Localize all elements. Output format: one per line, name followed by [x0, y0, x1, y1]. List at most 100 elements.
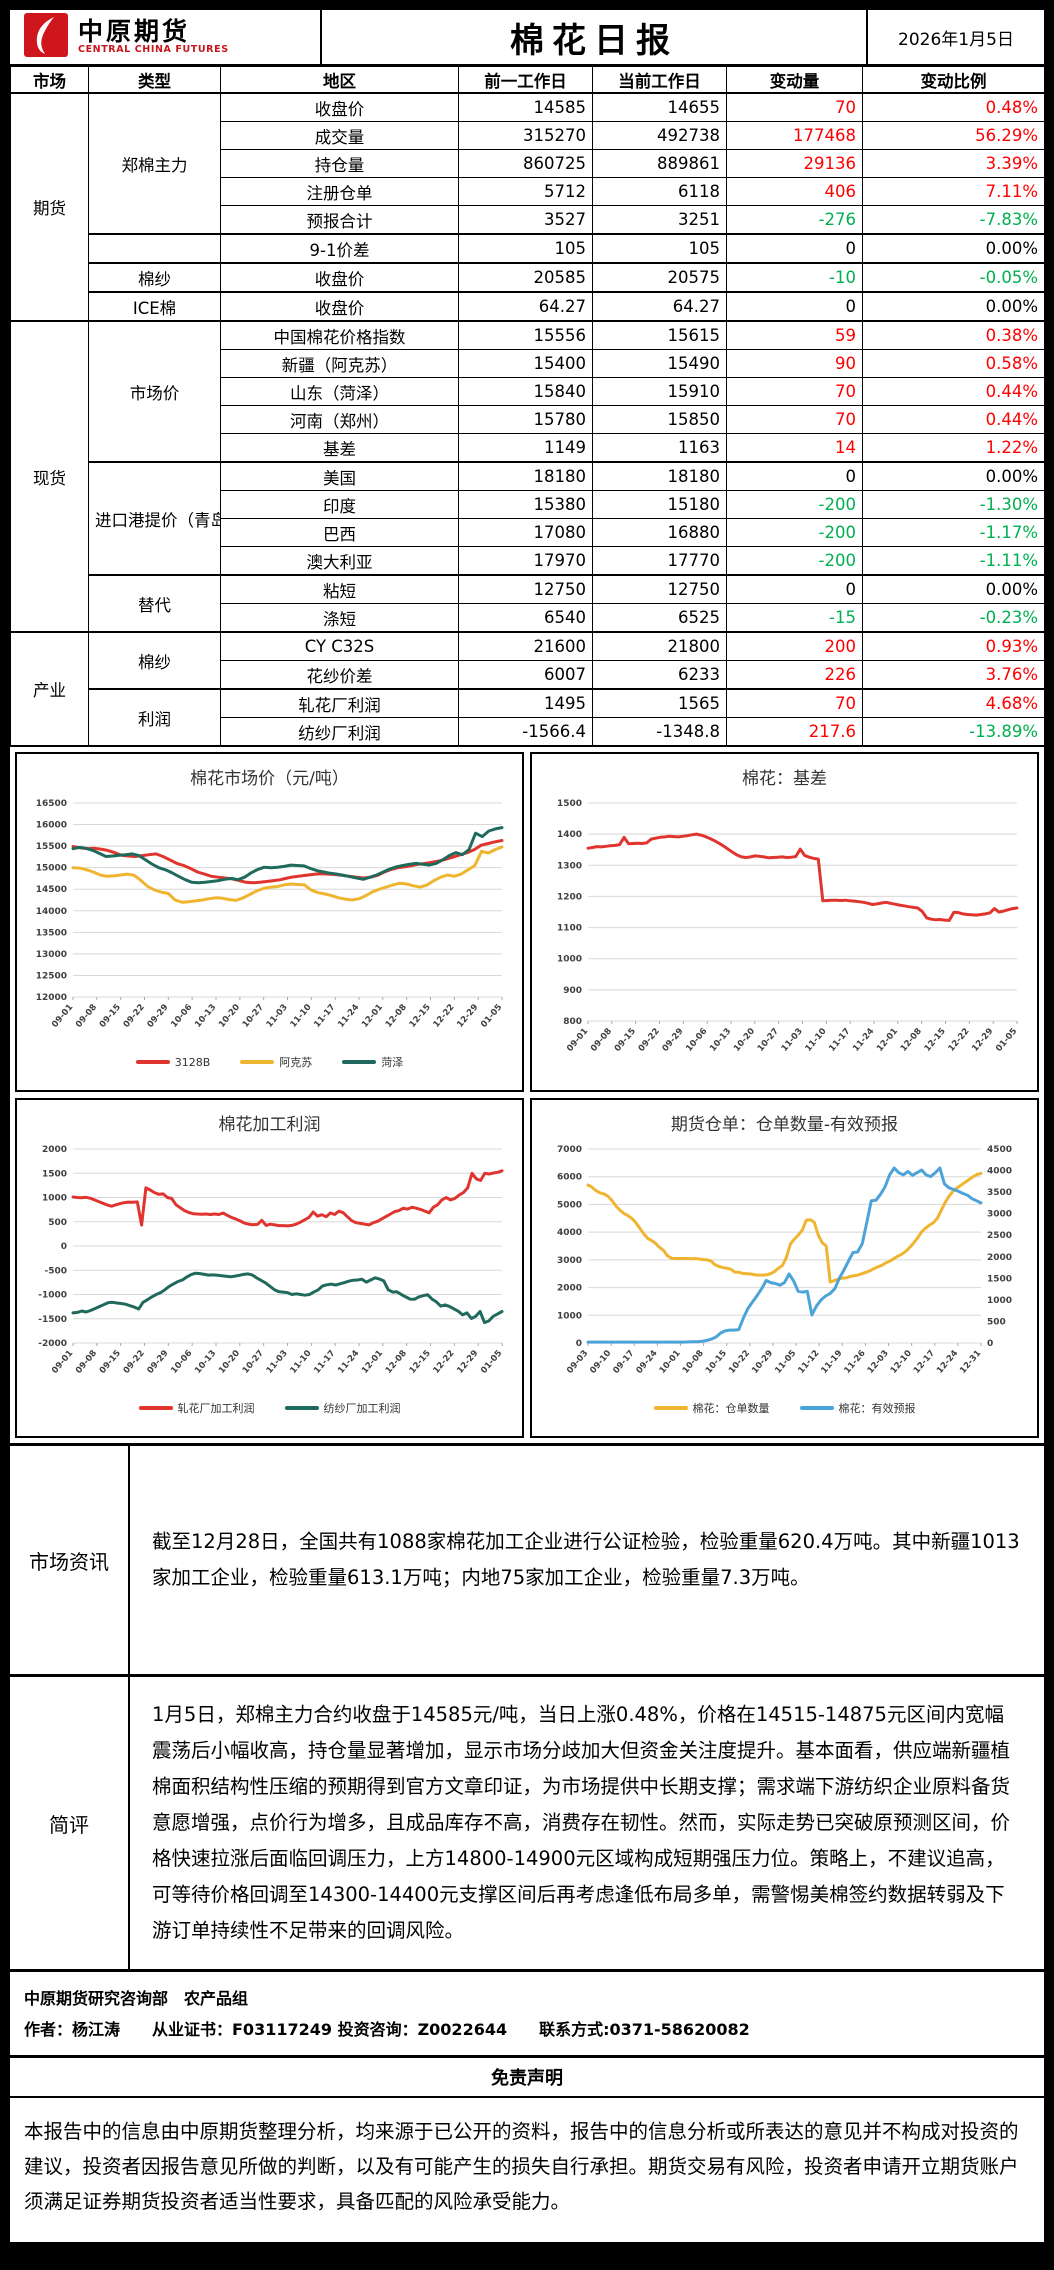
svg-text:10-27: 10-27	[756, 1026, 781, 1053]
change-value: 200	[726, 631, 863, 661]
page-title: 棉花日报	[510, 20, 678, 61]
change-pct-value: -7.83%	[862, 205, 1045, 235]
svg-text:4500: 4500	[987, 1145, 1012, 1155]
svg-text:12-08: 12-08	[899, 1026, 924, 1053]
change-pct-value: 0.38%	[862, 320, 1045, 350]
table-row: 新疆（阿克苏） 15400 15490 90 0.58%	[11, 349, 1045, 378]
region-cell: 粘短	[220, 574, 459, 604]
prev-day-value: 1495	[458, 688, 593, 718]
svg-text:11-10: 11-10	[803, 1026, 828, 1053]
svg-text:10-20: 10-20	[217, 1002, 242, 1029]
table-row: 澳大利亚 17970 17770 -200 -1.11%	[11, 546, 1045, 576]
footer-author-line: 作者：杨江涛 从业证书：F03117249 投资咨询：Z0022644 联系方式…	[24, 2019, 750, 2039]
change-value: 177468	[726, 121, 863, 150]
svg-text:12-10: 12-10	[889, 1348, 914, 1375]
type-group-cell: 替代	[88, 574, 221, 633]
curr-day-value: 15850	[592, 405, 727, 434]
svg-text:15500: 15500	[36, 842, 67, 852]
svg-text:09-01: 09-01	[565, 1026, 590, 1053]
svg-text:500: 500	[48, 1218, 67, 1228]
svg-text:1300: 1300	[557, 861, 582, 871]
change-value: 0	[726, 291, 863, 322]
change-value: 406	[726, 177, 863, 206]
curr-day-value: 492738	[592, 121, 727, 150]
curr-day-value: 15615	[592, 320, 727, 350]
svg-text:4000: 4000	[557, 1228, 582, 1238]
svg-text:12-08: 12-08	[384, 1002, 409, 1029]
chart-svg: 800 900 1000 1100 1200 1300 1400 1500 09-0109-08…	[557, 799, 1019, 1054]
footer-dept-line: 中原期货研究咨询部 农产品组	[24, 1989, 249, 2009]
change-pct-value: 0.58%	[862, 349, 1045, 378]
chart-market-price-plot: 12000 12500 13000 13500 14000 14500 15000 15500…	[21, 791, 518, 1088]
legend-item: 棉花：有效预报	[799, 1400, 916, 1416]
curr-day-value: 17770	[592, 546, 727, 576]
svg-text:09-22: 09-22	[637, 1026, 662, 1053]
curr-day-value: -1348.8	[592, 717, 727, 746]
change-value: -200	[726, 490, 863, 519]
company-name-cn: 中原期货	[78, 16, 191, 46]
svg-text:10-06: 10-06	[169, 1348, 194, 1375]
svg-text:1500: 1500	[42, 1169, 67, 1179]
svg-text:11-24: 11-24	[336, 1002, 361, 1029]
svg-text:11-24: 11-24	[336, 1348, 361, 1375]
change-pct-value: 1.22%	[862, 433, 1045, 463]
svg-text:01-05: 01-05	[994, 1026, 1019, 1053]
svg-text:1400: 1400	[557, 830, 582, 840]
change-value: -200	[726, 518, 863, 547]
change-pct-value: 0.00%	[862, 233, 1045, 264]
legend-label: 纺纱厂加工利润	[323, 1402, 401, 1415]
prev-day-value: 15780	[458, 405, 593, 434]
svg-text:16000: 16000	[36, 821, 67, 831]
chart-warehouse-receipts-plot: 0 1000 2000 3000 4000 5000 6000 7000 0 500 1000 150…	[536, 1137, 1033, 1434]
col-header-change-pct: 变动比例	[862, 66, 1045, 94]
change-value: 14	[726, 433, 863, 463]
svg-text:09-01: 09-01	[50, 1002, 75, 1029]
change-pct-value: 0.44%	[862, 377, 1045, 406]
svg-text:12-22: 12-22	[431, 1002, 456, 1029]
svg-text:09-08: 09-08	[74, 1348, 99, 1375]
curr-day-value: 15910	[592, 377, 727, 406]
report-date: 2026年1月5日	[866, 10, 1044, 64]
svg-text:09-03: 09-03	[565, 1348, 590, 1375]
legend-swatch	[240, 1060, 275, 1064]
table-row: 现货 市场价 中国棉花价格指数 15556 15615 59 0.38%	[10, 320, 1045, 633]
table-row: 印度 15380 15180 -200 -1.30%	[11, 490, 1045, 519]
svg-text:6000: 6000	[557, 1173, 582, 1183]
col-header-prev-day: 前一工作日	[458, 66, 593, 94]
svg-text:-2000: -2000	[38, 1339, 67, 1349]
change-pct-value: 0.00%	[862, 461, 1045, 491]
prev-day-value: 17970	[458, 546, 593, 576]
table-row: 利润 轧花厂利润 1495 1565 70 4.68%	[11, 688, 1045, 746]
region-cell: 山东（菏泽）	[220, 377, 459, 406]
svg-text:0: 0	[987, 1339, 993, 1349]
curr-day-value: 15490	[592, 349, 727, 378]
report-page: 中原期货 CENTRAL CHINA FUTURES 棉花日报 2026年1月5…	[8, 8, 1046, 2244]
svg-text:-1000: -1000	[38, 1291, 67, 1301]
chart-processing-profit-title: 棉花加工利润	[218, 1115, 321, 1135]
table-row: 山东（菏泽） 15840 15910 70 0.44%	[11, 377, 1045, 406]
chart-legend: 棉花：仓单数量 棉花：有效预报	[653, 1399, 916, 1420]
change-pct-value: 0.44%	[862, 405, 1045, 434]
legend-item: 菏泽	[342, 1054, 403, 1070]
change-value: 59	[726, 320, 863, 350]
svg-text:10-01: 10-01	[658, 1348, 683, 1375]
table-row: 成交量 315270 492738 177468 56.29%	[11, 121, 1045, 150]
change-pct-value: -13.89%	[862, 717, 1045, 746]
table-row: 纺纱厂利润 -1566.4 -1348.8 217.6 -13.89%	[11, 717, 1045, 746]
svg-text:800: 800	[563, 1017, 582, 1027]
svg-text:1000: 1000	[557, 1311, 582, 1321]
table-row: 河南（郑州） 15780 15850 70 0.44%	[11, 405, 1045, 434]
region-cell: 新疆（阿克苏）	[220, 349, 459, 378]
region-cell: 基差	[220, 433, 459, 463]
svg-text:12-03: 12-03	[866, 1348, 891, 1375]
charts-grid: 棉花市场价（元/吨） 12000 12500 13000 13500 14000 1450…	[10, 746, 1044, 1443]
col-header-curr-day: 当前工作日	[592, 66, 727, 94]
change-pct-value: -1.17%	[862, 518, 1045, 547]
market-info-section: 市场资讯 截至12月28日，全国共有1088家棉花加工企业进行公证检验，检验重量…	[10, 1443, 1044, 1674]
svg-text:3000: 3000	[557, 1256, 582, 1266]
svg-text:11-03: 11-03	[265, 1348, 290, 1375]
curr-day-value: 1163	[592, 433, 727, 463]
prev-day-value: 6007	[458, 660, 593, 690]
svg-text:12-29: 12-29	[455, 1002, 480, 1029]
svg-text:01-05: 01-05	[479, 1348, 504, 1375]
